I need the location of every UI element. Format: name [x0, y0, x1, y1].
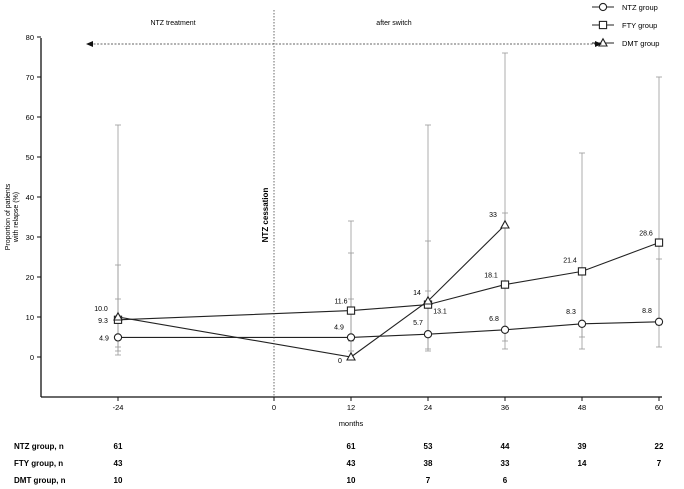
ntz-group-point — [654, 317, 664, 326]
ntz-group-point — [346, 333, 356, 342]
fty-group-line — [117, 242, 660, 321]
fty-group-data-label: 28.6 — [639, 231, 653, 238]
series-markers — [113, 219, 664, 361]
arrow-right-head — [595, 41, 602, 47]
dmt-group-data-label: 0 — [338, 358, 342, 365]
arrow-left-head — [86, 41, 93, 47]
fty-group-point — [654, 238, 664, 247]
fty-group-legend-label: FTY group — [622, 21, 657, 30]
dmt-group-data-label: 14 — [413, 290, 421, 297]
ntz-group-line — [118, 321, 660, 338]
risk-table-cell: 14 — [578, 459, 587, 468]
ntz-group-legend-marker — [598, 2, 608, 12]
risk-table-row-label: FTY group, n — [14, 459, 63, 468]
dmt-group-point — [423, 295, 433, 305]
risk-table-cell: 61 — [114, 442, 123, 451]
y-axis-title-line: with relapse (%) — [13, 192, 20, 243]
x-tick-label: 48 — [578, 403, 586, 412]
y-axis-title-line: Proportion of patients — [5, 183, 12, 250]
ntz-group-data-label: 4.9 — [334, 324, 344, 331]
y-tick-label: 50 — [26, 153, 34, 162]
y-tick-label: 10 — [26, 313, 34, 322]
risk-table-row-label: DMT group, n — [14, 476, 66, 485]
phase-left-label: NTZ treatment — [150, 20, 195, 27]
dmt-group-line — [117, 224, 506, 358]
fty-group-point — [346, 306, 356, 315]
x-tick-label: 60 — [655, 403, 663, 412]
fty-group-data-label: 9.3 — [98, 318, 108, 325]
y-tick-label: 30 — [26, 233, 34, 242]
risk-table-cell: 22 — [655, 442, 664, 451]
dmt-group-point — [346, 351, 356, 361]
ntz-group-point — [423, 330, 433, 339]
fty-group-data-label: 13.1 — [433, 309, 447, 316]
y-tick-label: 70 — [26, 73, 34, 82]
y-tick-label: 0 — [30, 353, 34, 362]
phase-right-label: after switch — [376, 20, 412, 27]
y-tick-label: 20 — [26, 273, 34, 282]
risk-table-cell: 7 — [426, 476, 431, 485]
fty-group-data-label: 18.1 — [484, 273, 498, 280]
ntz-group-data-label: 4.9 — [99, 335, 109, 342]
cessation-label: NTZ cessation — [261, 188, 270, 243]
risk-table-cell: 39 — [578, 442, 587, 451]
axes: 0 10 20 30 40 50 60 70 80 -24 0 12 24 36 48 60 months Pro… — [5, 33, 663, 428]
x-tick-label: -24 — [113, 403, 124, 412]
fty-group-point — [500, 280, 510, 289]
risk-table-row-label: NTZ group, n — [14, 442, 64, 451]
y-tick-label: 40 — [26, 193, 34, 202]
risk-table-cell: 10 — [114, 476, 123, 485]
risk-table-cell: 33 — [501, 459, 510, 468]
dmt-group-data-label: 33 — [489, 212, 497, 219]
ntz-group-point — [113, 333, 123, 342]
risk-table-cell: 6 — [503, 476, 508, 485]
risk-table: NTZ group, n 61 61 53 44 39 22 FTY group, n 43 43… — [14, 442, 664, 485]
legend: NTZ group FTY group DMT group — [592, 2, 659, 48]
dmt-group-point — [500, 219, 510, 229]
x-tick-label: 36 — [501, 403, 509, 412]
fty-group-legend-marker — [598, 20, 608, 30]
annotations: NTZ cessation NTZ treatment after switch — [86, 10, 602, 397]
y-tick-label: 60 — [26, 113, 34, 122]
x-tick-label: 24 — [424, 403, 432, 412]
y-tick-label: 80 — [26, 33, 34, 42]
x-tick-label: 12 — [347, 403, 355, 412]
ntz-group-point — [500, 325, 510, 334]
series-lines — [117, 224, 660, 358]
risk-table-cell: 44 — [501, 442, 510, 451]
risk-table-cell: 38 — [424, 459, 433, 468]
dmt-group-legend-marker — [598, 37, 608, 47]
ntz-group-data-label: 8.3 — [566, 309, 576, 316]
data-labels: 4.9 4.9 5.7 6.8 8.3 8.8 9.3 11.6 13.1 18.1 21.4 28.… — [94, 212, 653, 365]
x-tick-label: 0 — [272, 403, 276, 412]
risk-table-cell: 7 — [657, 459, 662, 468]
ntz-group-data-label: 5.7 — [413, 320, 423, 327]
risk-table-cell: 43 — [347, 459, 356, 468]
fty-group-data-label: 21.4 — [563, 257, 577, 264]
ntz-group-data-label: 8.8 — [642, 308, 652, 315]
y-axis-title: Proportion of patientswith relapse (%) — [5, 183, 20, 250]
error-bars — [115, 52, 662, 358]
dmt-group-data-label: 10.0 — [94, 306, 108, 313]
fty-group-point — [577, 267, 587, 276]
ntz-group-data-label: 6.8 — [489, 316, 499, 323]
risk-table-cell: 43 — [114, 459, 123, 468]
x-axis-title: months — [339, 419, 364, 428]
dmt-group-point — [113, 311, 123, 321]
risk-table-cell: 10 — [347, 476, 356, 485]
risk-table-cell: 61 — [347, 442, 356, 451]
dmt-group-legend-label: DMT group — [622, 39, 659, 48]
ntz-group-legend-label: NTZ group — [622, 3, 658, 12]
ntz-group-point — [577, 319, 587, 328]
fty-group-data-label: 11.6 — [334, 299, 347, 306]
risk-table-cell: 53 — [424, 442, 433, 451]
